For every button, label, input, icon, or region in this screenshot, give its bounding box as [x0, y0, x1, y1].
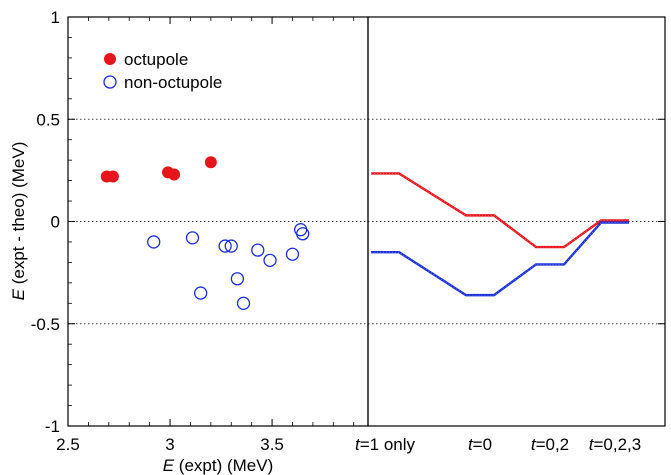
- non-octupole-point: [230, 272, 245, 286]
- legend-label-non-octupole: non-octupole: [124, 73, 222, 92]
- legend-marker-non-octupole: [103, 75, 117, 89]
- category-label-italic: t: [531, 435, 537, 454]
- category-label: t=1 only: [355, 435, 416, 454]
- y-axis-title: E (expt - theo) (MeV): [9, 142, 28, 301]
- non-octupole-point: [224, 239, 238, 253]
- non-octupole-point: [147, 235, 161, 249]
- non-octupole-point: [251, 243, 265, 257]
- legend-label-octupole: octupole: [124, 50, 188, 69]
- octupole-point: [106, 170, 119, 183]
- x-axis-title: E (expt) (MeV): [163, 456, 274, 475]
- non-octupole-point: [236, 296, 251, 310]
- non-octupole-point: [194, 286, 208, 300]
- x-tick-label: 2.5: [56, 435, 80, 454]
- non-octupole-point: [218, 239, 232, 253]
- legend-marker-octupole: [104, 53, 116, 65]
- axis-ticks: 10.50-0.5-12.5 3 3.5 t=1 only t=0 t=0,2 t=0,2,…: [31, 8, 665, 454]
- category-label-italic: t: [468, 435, 474, 454]
- x-axis-title-rest: (expt) (MeV): [174, 456, 273, 475]
- x-tick-label: 3: [165, 435, 174, 454]
- legend: octupole non-octupole: [103, 50, 222, 92]
- category-label-italic: t: [589, 435, 595, 454]
- category-label-italic: t: [355, 435, 361, 454]
- y-axis-title-rest: (expt - theo) (MeV): [9, 142, 28, 289]
- non-octupole-point: [185, 231, 200, 245]
- blue-series-line: [371, 221, 629, 297]
- category-label-rest: =0: [473, 435, 492, 454]
- data-marks: [100, 156, 629, 310]
- category-label: t=0: [468, 435, 492, 454]
- octupole-point: [168, 168, 181, 181]
- red-series-line: [371, 172, 629, 249]
- category-label-rest: =1 only: [360, 435, 416, 454]
- y-tick-label: -1: [45, 417, 60, 436]
- x-axis-title-italic: E: [163, 456, 175, 475]
- y-axis-title-italic: E: [9, 288, 28, 300]
- y-tick-label: 1: [51, 8, 60, 27]
- non-octupole-point: [296, 227, 310, 241]
- category-label: t=0,2,3: [589, 435, 641, 454]
- y-tick-label: 0.5: [36, 110, 60, 129]
- y-tick-label: -0.5: [31, 315, 60, 334]
- category-label-rest: =0,2,3: [593, 435, 641, 454]
- category-label: t=0,2: [531, 435, 569, 454]
- octupole-point: [204, 156, 217, 169]
- non-octupole-point: [263, 253, 277, 268]
- y-tick-label: 0: [51, 213, 60, 232]
- x-tick-label: 3.5: [260, 435, 284, 454]
- gridlines: [68, 118, 665, 325]
- category-label-rest: =0,2: [536, 435, 570, 454]
- non-octupole-point: [285, 247, 300, 261]
